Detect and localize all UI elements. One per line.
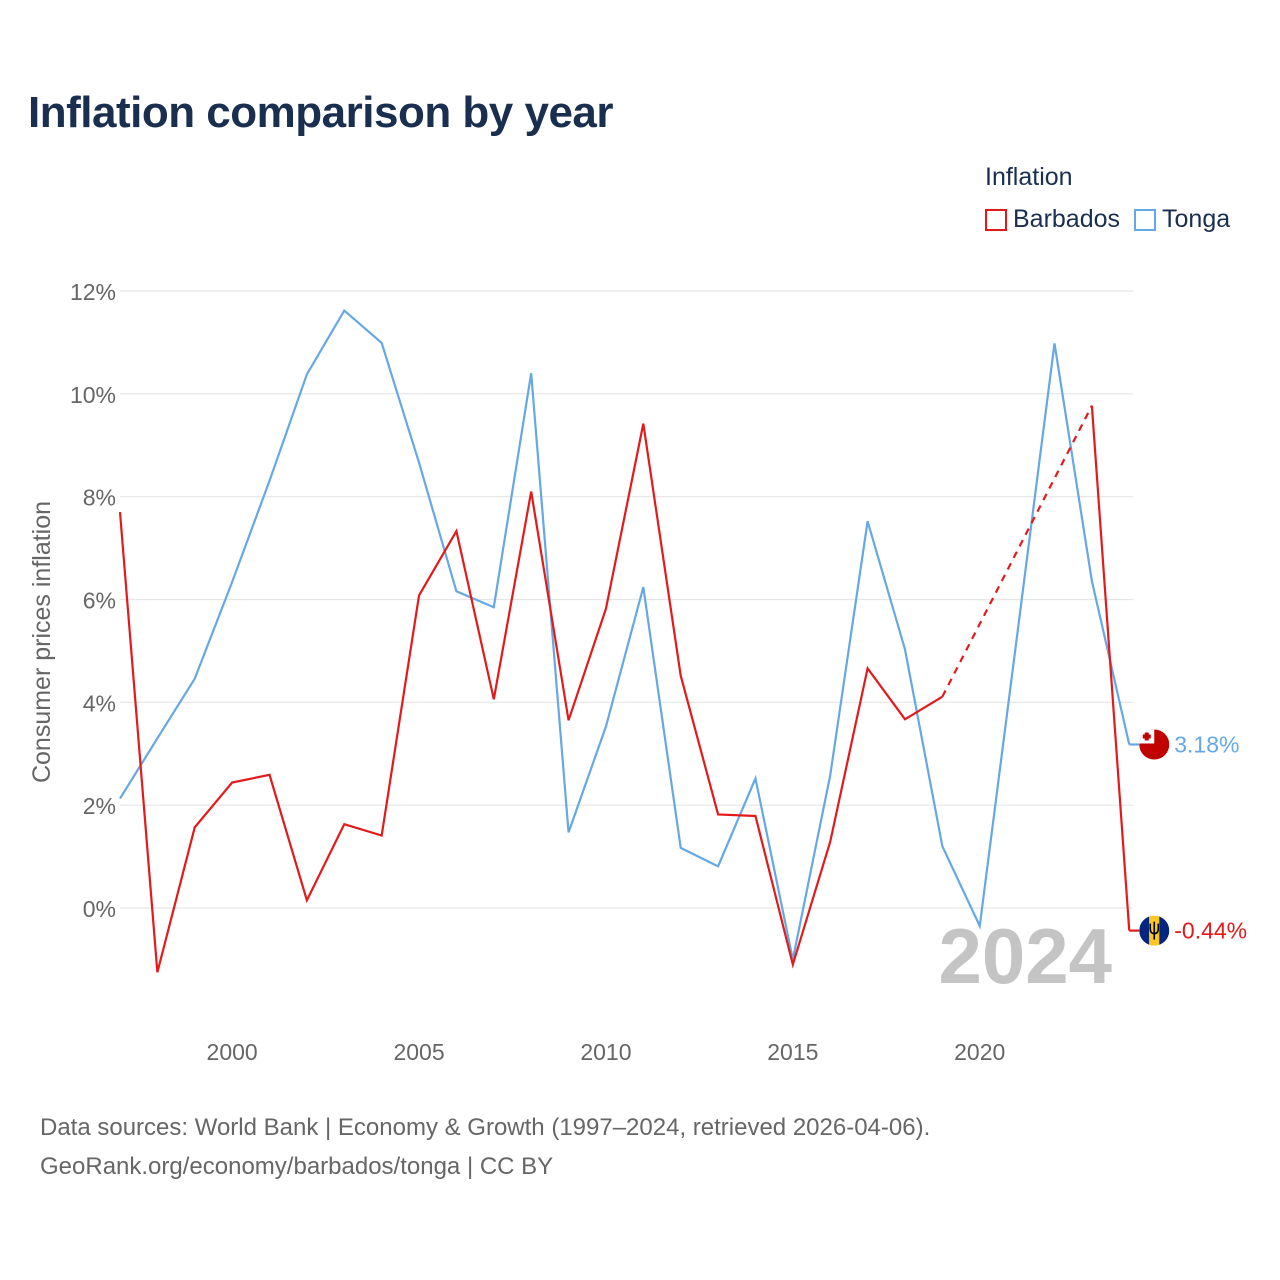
legend-item-tonga[interactable]: Tonga xyxy=(1134,205,1230,234)
barbados-end-label: -0.44% xyxy=(1174,918,1247,944)
y-tick-label: 0% xyxy=(83,896,116,922)
x-tick-label: 2020 xyxy=(954,1039,1005,1065)
y-tick-label: 2% xyxy=(83,793,116,819)
tonga-flag-icon xyxy=(1139,729,1170,760)
legend-item-barbados[interactable]: Barbados xyxy=(985,205,1120,234)
x-tick-label: 2005 xyxy=(393,1039,444,1065)
y-tick-label: 8% xyxy=(83,485,116,511)
legend-swatch-tonga xyxy=(1134,208,1157,231)
series-lines xyxy=(118,308,1140,973)
y-axis-label: Consumer prices inflation xyxy=(28,501,56,783)
x-tick-label: 2000 xyxy=(207,1039,258,1065)
y-tick-label: 4% xyxy=(83,690,116,716)
y-axis-ticks: 0% 2% 4% 6% 8% 10% 12% xyxy=(70,279,116,922)
y-tick-label: 10% xyxy=(70,382,116,408)
x-axis-ticks: 2000 2005 2010 2015 2020 xyxy=(207,1039,1006,1065)
legend-label-tonga: Tonga xyxy=(1162,205,1231,233)
barbados-flag-icon xyxy=(1139,915,1170,946)
gridlines xyxy=(120,290,1133,909)
line-chart: 0% 2% 4% 6% 8% 10% 12% 2000 2005 2010 2015 2020 Co… xyxy=(28,279,1247,1065)
legend-swatch-barbados xyxy=(985,208,1007,231)
series-gap-barbados xyxy=(941,405,1093,698)
legend-label-barbados: Barbados xyxy=(1013,205,1121,233)
source-line-1: Data sources: World Bank | Economy & Gro… xyxy=(40,1114,931,1141)
tonga-end-label: 3.18% xyxy=(1174,731,1239,757)
series-line-barbados-0 xyxy=(118,423,943,973)
chart-title: Inflation comparison by year xyxy=(28,88,614,137)
legend-title: Inflation xyxy=(985,163,1073,191)
y-tick-label: 12% xyxy=(70,279,116,305)
year-label: 2024 xyxy=(938,912,1112,1000)
legend: Barbados Tonga xyxy=(985,205,1244,234)
series-line-barbados-1 xyxy=(1090,405,1131,931)
x-tick-label: 2010 xyxy=(580,1039,631,1065)
source-note: Data sources: World Bank | Economy & Gro… xyxy=(40,1108,930,1186)
series-line-tonga-0 xyxy=(119,308,1131,960)
source-line-2[interactable]: GeoRank.org/economy/barbados/tonga | CC … xyxy=(40,1153,554,1180)
x-tick-label: 2015 xyxy=(767,1039,818,1065)
y-tick-label: 6% xyxy=(83,588,116,614)
